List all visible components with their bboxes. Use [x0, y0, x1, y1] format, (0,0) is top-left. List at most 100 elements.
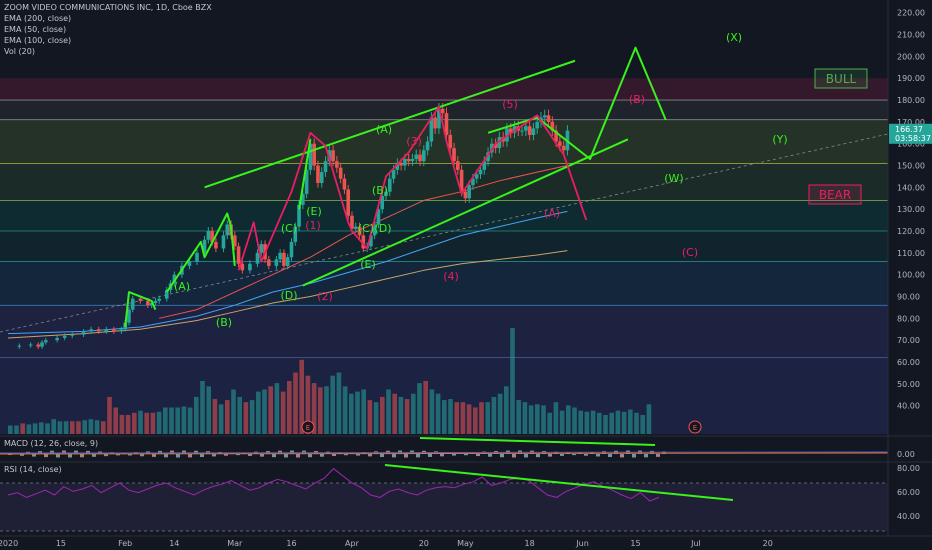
wave-label-green: (D): [280, 289, 297, 302]
macd-hist-bar: [536, 454, 540, 458]
volume-bar: [88, 419, 94, 434]
earnings-marker-label: E: [306, 424, 310, 432]
candle-body: [338, 167, 343, 179]
time-tick: Mar: [227, 539, 243, 548]
bear-box: [808, 184, 862, 205]
candle-body: [508, 128, 513, 133]
volume-bar: [63, 421, 69, 434]
macd-hist-bar: [284, 454, 288, 458]
macd-hist-bar: [404, 454, 408, 458]
macd-hist-bar: [416, 454, 420, 458]
macd-hist-bar: [224, 454, 228, 456]
green-wave-path: [298, 139, 312, 210]
macd-signal-line: [0, 452, 889, 455]
candle-body: [429, 117, 434, 142]
wave-label-green: (X): [726, 31, 742, 44]
macd-hist-bar: [560, 454, 564, 456]
volume-bar: [287, 381, 292, 434]
volume-bar: [590, 410, 596, 434]
legend-ema100: EMA (100, close): [4, 36, 72, 45]
wave-label-pink: (5): [502, 98, 518, 111]
candle-body: [456, 161, 460, 170]
candle-body: [96, 329, 101, 332]
candle-body: [214, 241, 218, 249]
volume-bar: [522, 402, 528, 434]
price-tick: 120.00: [897, 227, 925, 236]
volume-bar: [615, 410, 621, 434]
candle-body: [524, 126, 528, 131]
candle-body: [444, 113, 449, 135]
macd-hist-bar: [68, 454, 72, 458]
wave-label-pink: (1): [305, 219, 321, 232]
legend-vol: Vol (20): [4, 47, 35, 56]
macd-hist-bar: [272, 454, 276, 458]
macd-hist-bar: [260, 454, 264, 457]
volume-bar: [249, 400, 255, 434]
macd-hist-bar: [170, 450, 174, 454]
rsi-label: RSI (14, close): [4, 465, 62, 474]
volume-bar: [318, 387, 323, 434]
price-tick: 100.00: [897, 271, 925, 280]
candle-body: [403, 158, 407, 166]
bar-countdown: 03:58:37: [895, 134, 931, 143]
macd-hist-bar: [188, 454, 192, 458]
candle-body: [478, 169, 483, 175]
volume-bar: [367, 400, 373, 434]
price-tick: 160.00: [897, 140, 925, 149]
macd-hist-bar: [548, 454, 552, 457]
macd-hist-bar: [32, 454, 36, 457]
candle-body: [433, 117, 437, 129]
volume-bar: [94, 420, 100, 434]
macd-hist-bar: [596, 454, 600, 457]
wave-label-green: (W): [664, 172, 683, 185]
time-tick: 18: [525, 539, 535, 548]
volume-bar: [132, 412, 137, 434]
macd-hist-bar: [608, 454, 612, 458]
time-tick: 20: [419, 539, 429, 548]
volume-bar: [541, 405, 546, 434]
candle-body: [146, 300, 150, 306]
macd-hist-bar: [440, 454, 444, 457]
candle-body: [62, 335, 67, 338]
macd-hist-bar: [428, 454, 432, 457]
volume-bar: [584, 411, 590, 434]
ema200-line: [7, 250, 568, 339]
volume-bar: [479, 402, 484, 434]
volume-bar: [125, 414, 131, 434]
volume-bar: [411, 393, 416, 434]
bull-label: BULL: [826, 72, 857, 86]
candle-body: [301, 193, 305, 205]
chart-legend: ZOOM VIDEO COMMUNICATIONS INC, 1D, Cboe …: [4, 2, 212, 57]
volume-bar: [417, 383, 422, 434]
candle-body: [240, 263, 245, 271]
fib-band: [0, 305, 888, 358]
candle-body: [172, 274, 177, 284]
volume-bar: [572, 407, 577, 434]
volume-bar: [311, 383, 317, 434]
candle-body: [36, 344, 41, 347]
wave-label-green: (D): [374, 222, 391, 235]
candle-body: [410, 158, 415, 162]
volume-bar: [386, 389, 391, 434]
candle-body: [138, 298, 143, 301]
macd-line: [0, 451, 889, 454]
wave-label-green: (C): [358, 222, 374, 235]
candle-body: [482, 161, 487, 170]
candle-body: [497, 137, 502, 149]
volume-bar: [218, 404, 224, 434]
volume-bar: [187, 407, 193, 434]
candle-body: [149, 303, 154, 306]
macd-hist-bar: [8, 454, 12, 455]
price-tick: 50.00: [897, 380, 920, 389]
candle-body: [297, 204, 301, 227]
macd-hist-bar: [632, 454, 636, 458]
candle-body: [520, 130, 524, 132]
volume-bar: [299, 359, 304, 434]
candle-body: [255, 252, 260, 264]
volume-bar: [454, 402, 459, 434]
candle-body: [550, 121, 555, 131]
wave-label-pink: (B): [629, 93, 645, 106]
macd-hist-bar: [320, 454, 324, 457]
